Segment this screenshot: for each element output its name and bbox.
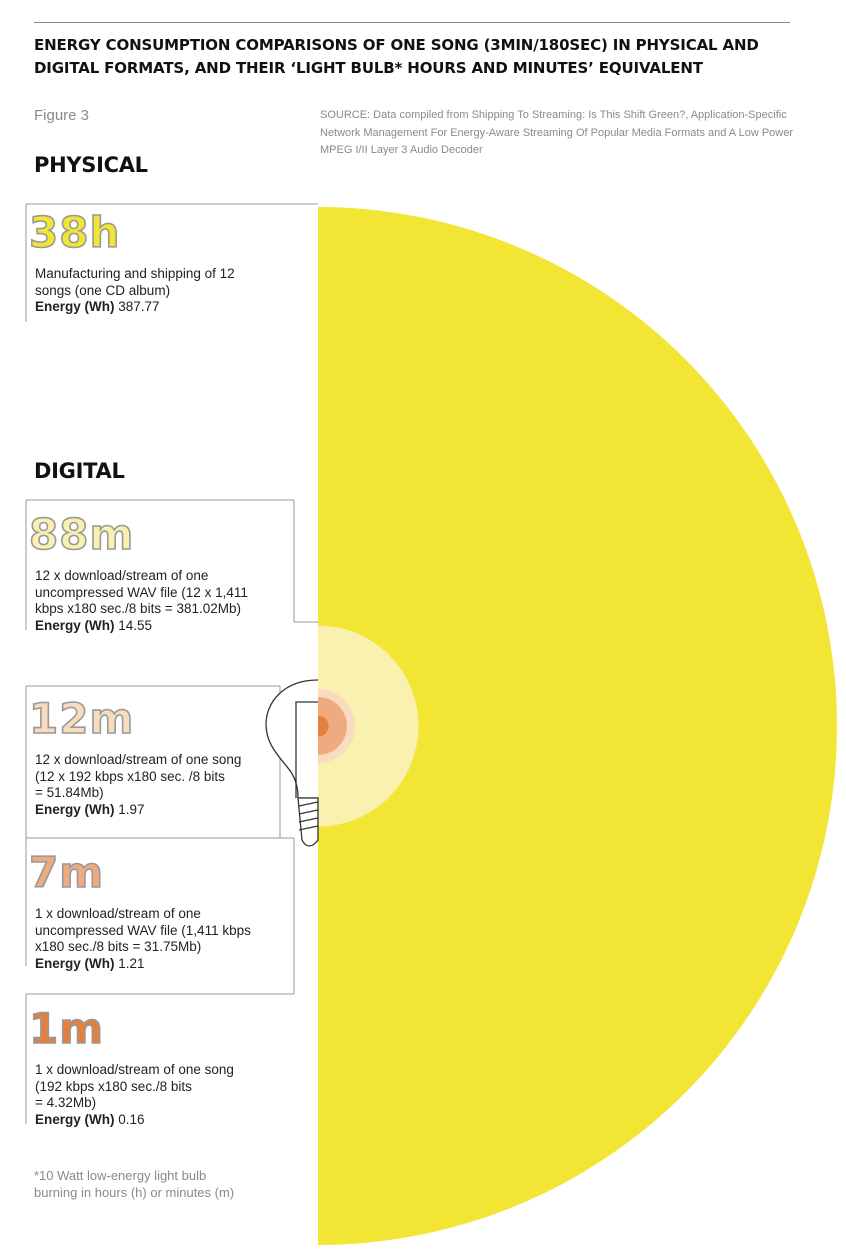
energy-label: Energy (Wh): [35, 617, 115, 633]
bulb-filament-icon: [295, 701, 318, 798]
bulb-base-icon: [297, 797, 319, 847]
item-big-value: 1m: [28, 1004, 104, 1053]
item-energy: Energy (Wh) 387.77: [35, 299, 235, 316]
item-big-value: 12m: [28, 694, 135, 743]
light-bulb-icon: [265, 679, 319, 799]
energy-value: 387.77: [118, 299, 160, 314]
item-description: 1 x download/stream of one uncompressed …: [35, 906, 251, 954]
energy-label: Energy (Wh): [35, 299, 115, 314]
item-big-value: 38h: [28, 208, 121, 257]
item-description: 12 x download/stream of one uncompressed…: [35, 568, 248, 616]
item-energy: Energy (Wh) 1.21: [35, 956, 251, 973]
energy-label: Energy (Wh): [35, 1111, 115, 1127]
bulb-thread-icon: [298, 801, 319, 807]
item-card-1-song: 1m 1 x download/stream of one song (192 …: [26, 1004, 234, 1129]
semicircle-mark-38h: [318, 207, 837, 1245]
energy-value: 14.55: [118, 617, 153, 633]
energy-label: Energy (Wh): [35, 955, 115, 971]
energy-value: 0.16: [118, 1111, 145, 1127]
item-energy: Energy (Wh) 1.97: [35, 802, 241, 819]
bulb-thread-icon: [298, 809, 319, 815]
footnote: *10 Watt low-energy light bulb burning i…: [34, 1168, 235, 1200]
semicircle-mark-1m: [318, 715, 329, 737]
top-rule: [34, 22, 790, 23]
item-description: 12 x download/stream of one song (12 x 1…: [35, 752, 242, 800]
bulb-thread-icon: [298, 825, 319, 831]
item-big-value: 7m: [28, 848, 104, 897]
energy-value: 1.21: [118, 955, 145, 971]
semicircle-mark-7m: [318, 697, 347, 755]
item-energy: Energy (Wh) 0.16: [35, 1112, 234, 1129]
semicircle-mark-88m: [318, 625, 419, 827]
source-note: SOURCE: Data compiled from Shipping To S…: [320, 109, 794, 156]
item-card-12-wav: 88m 12 x download/stream of one uncompre…: [26, 510, 248, 635]
item-card-1-wav: 7m 1 x download/stream of one uncompress…: [26, 848, 251, 973]
chart-title: ENERGY CONSUMPTION COMPARISONS OF ONE SO…: [34, 36, 759, 77]
section-physical: PHYSICAL: [34, 153, 148, 177]
bulb-thread-icon: [298, 817, 319, 823]
energy-value: 1.97: [118, 801, 145, 817]
item-description: Manufacturing and shipping of 12 songs (…: [35, 266, 235, 298]
section-digital: DIGITAL: [34, 459, 125, 483]
item-card-12-songs: 12m 12 x download/stream of one song (12…: [26, 694, 242, 819]
item-energy: Energy (Wh) 14.55: [35, 618, 248, 635]
item-card-cd-album: 38h Manufacturing and shipping of 12 son…: [26, 208, 235, 316]
energy-label: Energy (Wh): [35, 801, 115, 817]
item-big-value: 88m: [28, 510, 135, 559]
item-description: 1 x download/stream of one song (192 kbp…: [35, 1062, 234, 1110]
figure-label: Figure 3: [34, 107, 90, 124]
